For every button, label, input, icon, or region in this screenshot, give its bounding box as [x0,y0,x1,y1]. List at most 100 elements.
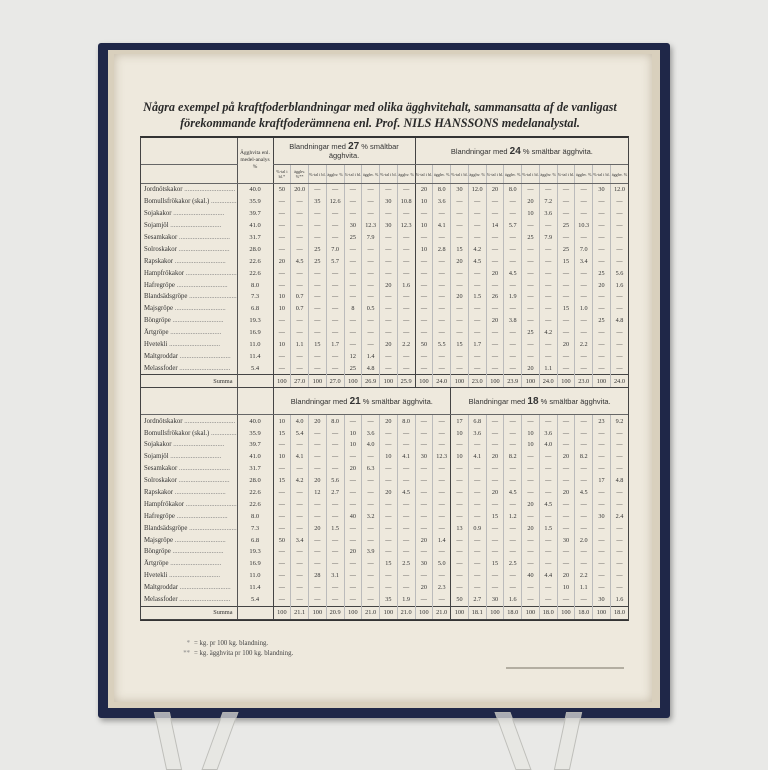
cell: — [343,474,362,487]
dot-leader: .............................. [177,596,231,604]
cell: 3.9 [361,546,380,558]
cell: — [538,302,558,315]
dot-leader: .............................. [174,512,228,520]
cell: 10 [450,427,469,440]
feed-name: Majsgröpe .............................. [144,536,226,544]
cell: 15 [379,557,398,570]
cell: — [396,243,416,256]
group-percent: 21 [349,395,361,407]
cell: — [396,207,416,220]
cell: 10 [414,195,433,208]
cell: — [290,195,309,208]
feed-analysis-value: 31.7 [236,462,273,475]
cell: 20 [450,255,469,268]
cell: — [521,414,540,428]
cell: — [308,439,327,451]
cell: — [574,291,593,303]
cell: — [556,362,575,375]
summa-cell: 100 [592,374,611,389]
cell: 7.0 [574,243,593,256]
group-percent: 18 [527,395,539,407]
cell: — [325,350,344,363]
cell: 4.5 [503,486,522,499]
subheader-kg: %-tal i bl. [450,164,469,184]
cell: — [325,581,344,594]
cell: 8.2 [574,450,593,463]
dot-leader: .............................. [176,477,230,485]
subheader-protein: ägghv. % [574,164,593,184]
cell: 12 [308,486,327,499]
cell: — [343,207,362,220]
cell: — [503,439,522,451]
cell: — [538,255,558,268]
cell: — [574,439,593,451]
cell: — [467,510,487,523]
title-line-2: förekommande kraftfoderämnena enl. Prof.… [180,116,580,130]
cell: 20 [521,522,540,535]
summa-cell: 100 [450,605,469,620]
summa-cell: 100 [379,374,398,389]
cell: — [343,486,362,499]
cell: — [308,510,327,523]
cell: 4.5 [290,255,309,268]
feed-name: Melassfoder ............................… [144,596,231,604]
dot-leader: .............................. [173,305,226,313]
cell: — [308,207,327,220]
footnotes: * = kg. pr 100 kg. blandning. ** = kg. ägg… [170,639,293,659]
cell: 1.6 [609,593,629,606]
cell: 2.5 [396,557,415,570]
cell: 20 [343,462,362,475]
analysis-header: Ägghvita enl. medel-analys % [236,138,273,184]
cell: — [574,546,593,558]
cell: — [308,219,327,232]
cell: — [450,546,469,558]
cell: 12.3 [396,219,416,232]
cell: — [290,546,309,558]
cell: 8 [343,302,362,315]
table-row: Sesamkakor .............................… [141,462,629,475]
cell: — [290,207,309,220]
cell: — [325,362,344,375]
feed-analysis-value: 11.4 [236,581,273,594]
cell: — [538,510,558,523]
dot-leader: .............................. [184,269,237,277]
cell: 30 [414,450,433,463]
summa-cell: 26.9 [361,374,380,389]
subheader-kg: %-tal i bl. [343,164,362,184]
cell: — [379,314,398,327]
cell: — [450,486,469,499]
cell: — [467,195,487,208]
cell: 12.0 [609,183,629,196]
cell: — [592,534,611,547]
cell: — [272,522,291,535]
cell: — [272,581,291,594]
feed-name: Blandsädsgröpe .........................… [141,291,237,303]
cell: 7.0 [325,243,344,256]
cell: — [485,362,504,375]
cell: — [325,546,344,558]
cell: 30 [556,534,575,547]
cell: — [485,439,504,451]
feed-name: Bomullsfrökakor (skal.) ................… [141,196,237,208]
cell: — [361,486,380,499]
dot-leader: .............................. [168,222,222,230]
cell: — [538,581,558,594]
cell: — [467,219,487,232]
cell: — [414,593,433,606]
cell: — [574,350,593,363]
summa-cell: 21.0 [361,605,380,620]
cell: — [609,219,629,232]
summa-cell: 27.0 [290,374,309,389]
cell: — [361,593,380,606]
cell: — [467,534,487,547]
cell: — [521,243,540,256]
cell: — [538,350,558,363]
display-stand-leg [153,712,183,770]
cell: 1.0 [574,302,593,315]
cell: — [432,498,451,511]
dot-leader: .............................. [177,465,230,473]
cell: — [432,207,451,220]
blank-cell [141,388,237,416]
subheader-protein: ägghv. % [609,164,629,184]
feed-analysis-value: 11.0 [236,569,273,582]
